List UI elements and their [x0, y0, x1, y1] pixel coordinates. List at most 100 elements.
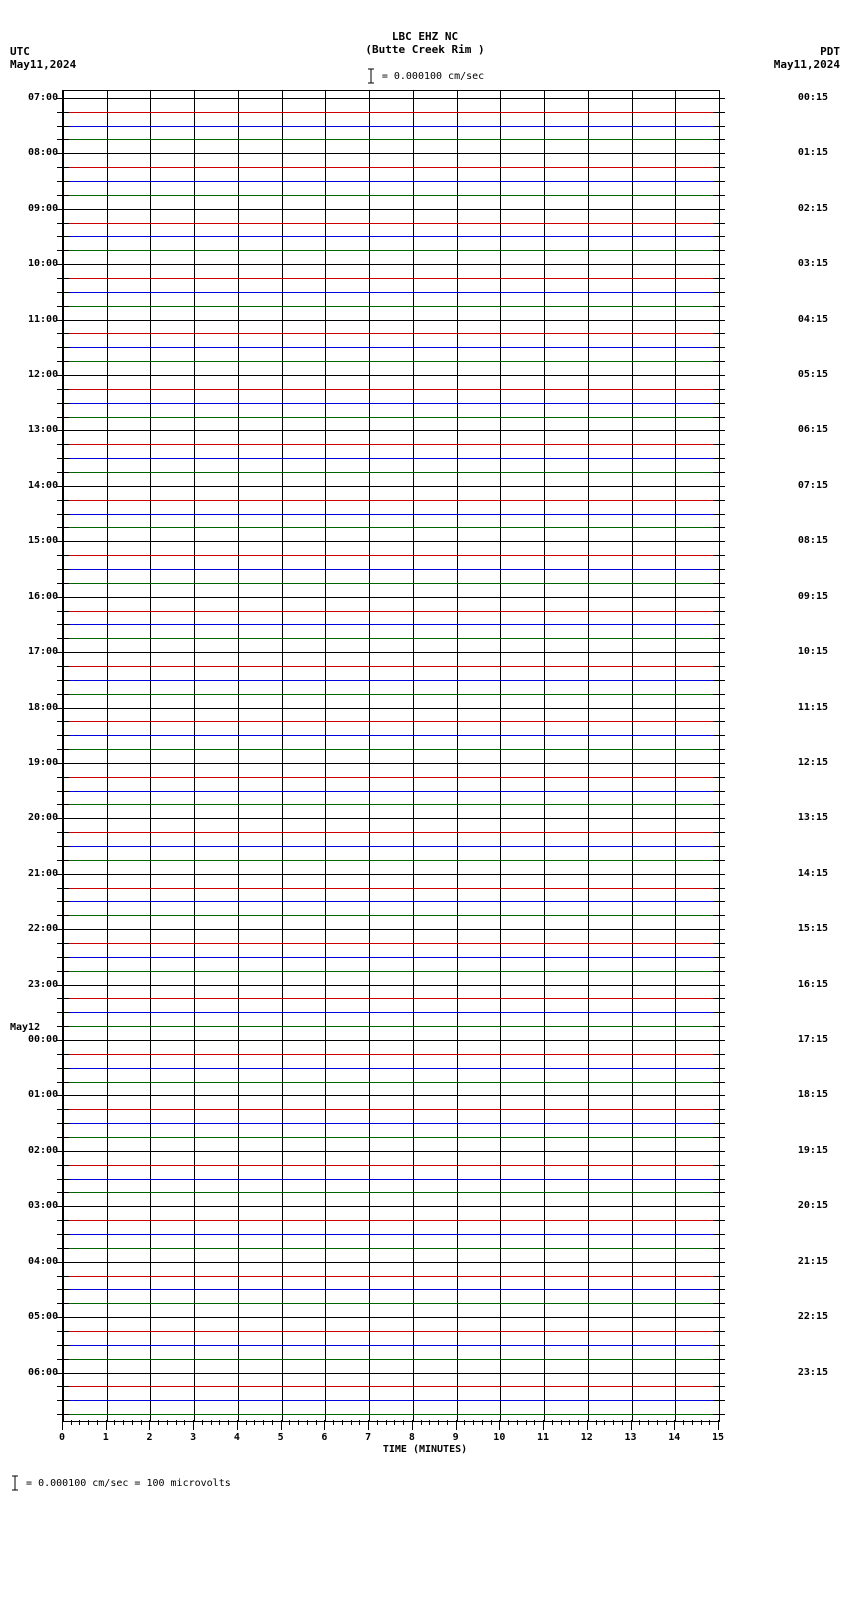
right-tick [713, 1109, 725, 1110]
utc-hour-label: 09:00 [28, 203, 58, 214]
right-tick [713, 929, 725, 930]
trace-line [63, 1137, 719, 1138]
right-tick [713, 569, 725, 570]
x-minor-tick [219, 1420, 220, 1425]
right-tick [713, 153, 725, 154]
trace-line [63, 1262, 719, 1263]
x-minor-tick [184, 1420, 185, 1425]
left-tick [57, 333, 69, 334]
pdt-axis-label: PDT [820, 45, 840, 58]
right-tick [713, 985, 725, 986]
right-tick [713, 278, 725, 279]
trace-line [63, 1192, 719, 1193]
x-tick [62, 1420, 63, 1430]
pdt-hour-label: 14:15 [798, 868, 828, 879]
x-minor-tick [534, 1420, 535, 1425]
left-tick [57, 721, 69, 722]
trace-line [63, 1206, 719, 1207]
trace-line [63, 500, 719, 501]
x-minor-tick [246, 1420, 247, 1425]
utc-hour-label: 12:00 [28, 369, 58, 380]
x-tick-label: 15 [712, 1432, 724, 1443]
right-tick [713, 652, 725, 653]
left-tick [57, 403, 69, 404]
x-minor-tick [596, 1420, 597, 1425]
vgrid-line [63, 91, 64, 1421]
x-minor-tick [386, 1420, 387, 1425]
left-tick [57, 430, 69, 431]
utc-hour-label: 04:00 [28, 1256, 58, 1267]
x-minor-tick [429, 1420, 430, 1425]
trace-line [63, 1095, 719, 1096]
x-minor-tick [316, 1420, 317, 1425]
trace-line [63, 223, 719, 224]
x-minor-tick [167, 1420, 168, 1425]
left-tick [57, 666, 69, 667]
right-tick [713, 804, 725, 805]
x-minor-tick [578, 1420, 579, 1425]
trace-line [63, 749, 719, 750]
right-tick [713, 167, 725, 168]
left-tick [57, 209, 69, 210]
x-minor-tick [657, 1420, 658, 1425]
x-tick-label: 10 [493, 1432, 505, 1443]
right-tick [713, 1192, 725, 1193]
right-tick [713, 292, 725, 293]
left-tick [57, 818, 69, 819]
left-tick [57, 1262, 69, 1263]
right-tick [713, 708, 725, 709]
pdt-hour-label: 09:15 [798, 591, 828, 602]
vgrid-line [588, 91, 589, 1421]
utc-hour-label: 11:00 [28, 314, 58, 325]
x-minor-tick [683, 1420, 684, 1425]
trace-line [63, 832, 719, 833]
right-tick [713, 1248, 725, 1249]
right-tick [713, 500, 725, 501]
trace-line [63, 1345, 719, 1346]
left-tick [57, 126, 69, 127]
pdt-hour-label: 16:15 [798, 979, 828, 990]
utc-hour-label: 22:00 [28, 923, 58, 934]
right-tick [713, 721, 725, 722]
left-tick [57, 888, 69, 889]
left-tick [57, 1082, 69, 1083]
left-tick [57, 292, 69, 293]
trace-line [63, 874, 719, 875]
x-tick-label: 13 [625, 1432, 637, 1443]
pdt-hour-label: 10:15 [798, 646, 828, 657]
vgrid-line [457, 91, 458, 1421]
right-tick [713, 1151, 725, 1152]
x-tick [543, 1420, 544, 1430]
trace-line [63, 1386, 719, 1387]
right-tick [713, 250, 725, 251]
right-tick [713, 1345, 725, 1346]
left-tick [57, 694, 69, 695]
left-tick [57, 804, 69, 805]
x-tick [193, 1420, 194, 1430]
x-tick [106, 1420, 107, 1430]
trace-line [63, 804, 719, 805]
left-tick [57, 652, 69, 653]
helicorder-plot [62, 90, 720, 1422]
left-tick [57, 832, 69, 833]
right-tick [713, 347, 725, 348]
trace-line [63, 971, 719, 972]
utc-hour-label: 17:00 [28, 646, 58, 657]
right-tick [713, 555, 725, 556]
right-tick [713, 832, 725, 833]
trace-line [63, 1303, 719, 1304]
x-minor-tick [709, 1420, 710, 1425]
left-tick [57, 306, 69, 307]
left-tick [57, 1206, 69, 1207]
x-tick-label: 12 [581, 1432, 593, 1443]
x-tick [718, 1420, 719, 1430]
left-tick [57, 1317, 69, 1318]
left-tick [57, 417, 69, 418]
trace-line [63, 195, 719, 196]
trace-line [63, 555, 719, 556]
x-tick [499, 1420, 500, 1430]
left-tick [57, 998, 69, 999]
x-minor-tick [526, 1420, 527, 1425]
trace-line [63, 583, 719, 584]
left-tick [57, 555, 69, 556]
